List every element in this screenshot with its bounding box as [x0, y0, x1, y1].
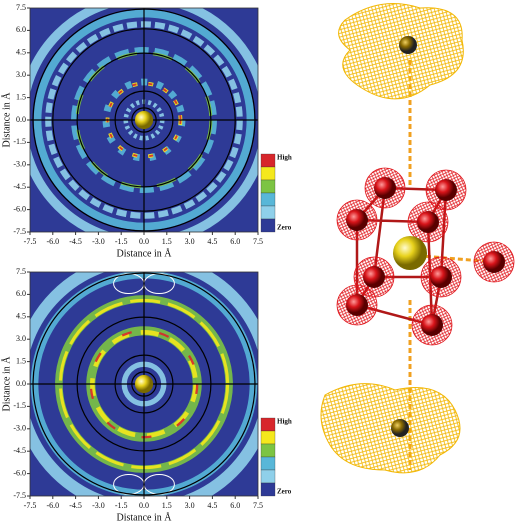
x-tick-label: 0.0 [139, 237, 149, 246]
y-tick-label: 7.5 [16, 267, 26, 276]
y-tick-label: 1.5 [16, 92, 26, 101]
x-axis-label: Distance in Å [117, 247, 173, 259]
x-tick-label: -6.0 [46, 501, 59, 510]
y-tick-label: -4.5 [13, 182, 26, 191]
y-tick-label: 6.0 [16, 25, 26, 34]
colorbar-swatch [260, 469, 276, 484]
x-axis-label: Distance in Å [117, 511, 173, 523]
colorbar-swatch [260, 166, 276, 181]
y-tick-label: -3.0 [13, 424, 26, 433]
y-tick-label: -1.5 [13, 137, 26, 146]
y-tick-label: -1.5 [13, 401, 26, 410]
x-tick-label: 6.0 [230, 501, 240, 510]
colorbar-swatch [260, 482, 276, 497]
y-tick-label: 0.0 [16, 115, 26, 124]
x-tick-label: 1.5 [162, 237, 172, 246]
y-tick-label: -3.0 [13, 160, 26, 169]
colorbar-swatch [260, 153, 276, 168]
x-tick-label: -7.5 [24, 501, 37, 510]
density-map: -7.5 -6.0 -4.5 -3.0 -1.5 0.0 1.5 3.0 4.5 6.0 7.5 -7… [0, 3, 292, 259]
x-tick-label: -1.5 [115, 501, 128, 510]
y-tick-label: 7.5 [16, 3, 26, 12]
y-tick-label: -6.0 [13, 204, 26, 213]
colorbar-swatch [260, 192, 276, 207]
x-tick-label: 7.5 [253, 237, 263, 246]
x-tick-label: -4.5 [69, 501, 82, 510]
y-tick-label: -7.5 [13, 491, 26, 500]
x-tick-label: -7.5 [24, 237, 37, 246]
y-tick-label: 3.0 [16, 334, 26, 343]
x-tick-label: 4.5 [207, 501, 217, 510]
y-tick-label: 1.5 [16, 356, 26, 365]
colorbar-swatch [260, 430, 276, 445]
x-tick-label: -1.5 [115, 237, 128, 246]
x-tick-label: 0.0 [139, 501, 149, 510]
center-atom [134, 110, 154, 130]
center-atom [134, 374, 154, 394]
y-axis-label: Distance in Å [0, 356, 12, 412]
colorbar-swatch [260, 456, 276, 471]
x-tick-label: 6.0 [230, 237, 240, 246]
colorbar-swatch [260, 179, 276, 194]
y-tick-label: -6.0 [13, 468, 26, 477]
y-tick-label: 3.0 [16, 70, 26, 79]
x-tick-label: 1.5 [162, 501, 172, 510]
x-tick-label: 4.5 [207, 237, 217, 246]
y-tick-label: -7.5 [13, 227, 26, 236]
x-tick-label: -3.0 [92, 501, 105, 510]
x-tick-label: -3.0 [92, 237, 105, 246]
map-body [30, 8, 258, 232]
colorbar-zero-label: Zero [277, 488, 292, 496]
y-tick-label: -4.5 [13, 446, 26, 455]
x-tick-label: -6.0 [46, 237, 59, 246]
colorbar-swatch [260, 443, 276, 458]
x-tick-label: 7.5 [253, 501, 263, 510]
colorbar-swatch [260, 218, 276, 233]
colorbar-zero-label: Zero [277, 224, 292, 232]
y-tick-label: 6.0 [16, 289, 26, 298]
y-axis-label: Distance in Å [0, 92, 12, 148]
x-tick-label: 3.0 [185, 237, 195, 246]
colorbar-high-label: High [277, 154, 292, 162]
map-body [30, 272, 258, 496]
colorbar-swatch [260, 205, 276, 220]
y-tick-label: 0.0 [16, 379, 26, 388]
density-map: -7.5 -6.0 -4.5 -3.0 -1.5 0.0 1.5 3.0 4.5 6.0 7.5 -7… [0, 267, 292, 523]
colorbar-swatch [260, 417, 276, 432]
x-tick-label: -4.5 [69, 237, 82, 246]
y-tick-label: 4.5 [16, 312, 26, 321]
colorbar-high-label: High [277, 418, 292, 426]
x-tick-label: 3.0 [185, 501, 195, 510]
y-tick-label: 4.5 [16, 48, 26, 57]
molecule-render [320, 3, 515, 474]
